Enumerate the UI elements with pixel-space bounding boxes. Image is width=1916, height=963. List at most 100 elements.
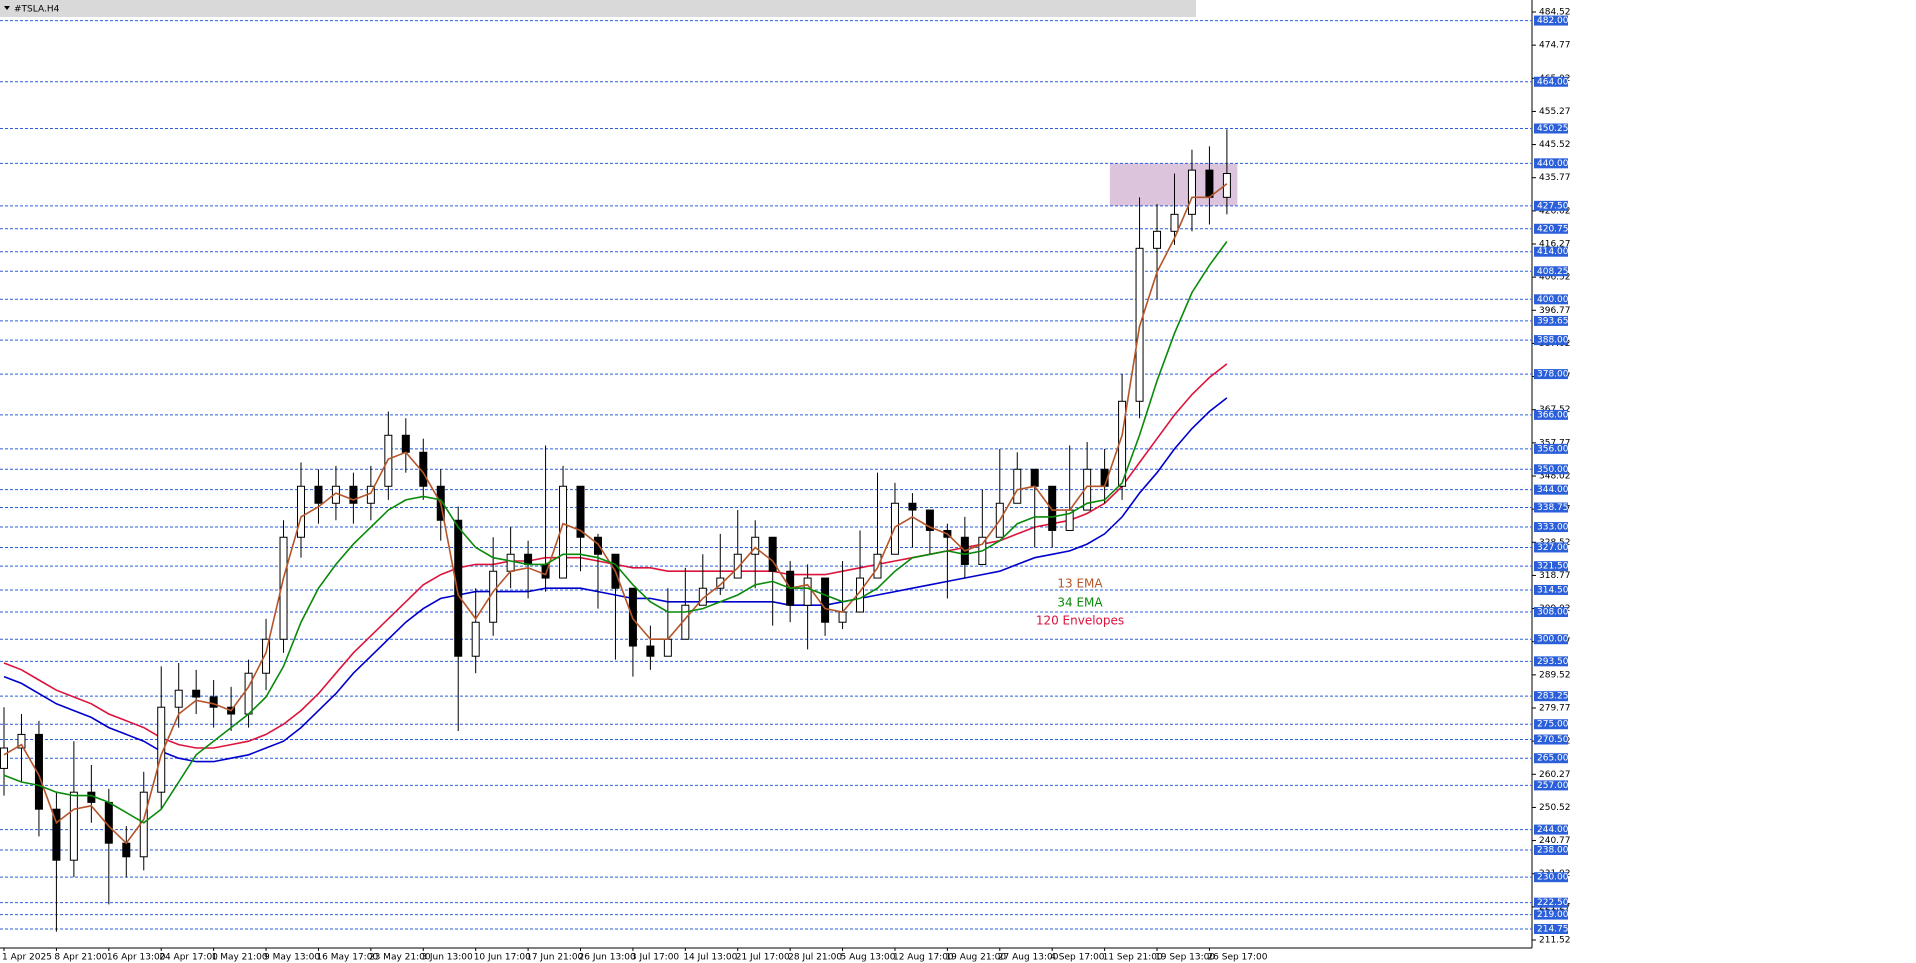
y-tick-label: 240.77 — [1539, 836, 1571, 846]
y-tick-label: 289.52 — [1539, 670, 1571, 680]
collapse-icon[interactable] — [4, 6, 10, 10]
candle-body — [1187, 169, 1196, 215]
level-label: 414.00 — [1537, 247, 1569, 257]
candle-body — [17, 733, 26, 749]
level-label-box — [1534, 872, 1568, 883]
candle-body — [1030, 468, 1039, 487]
price-zone — [1109, 163, 1238, 206]
y-tick-label: 435.77 — [1539, 173, 1571, 183]
candle-body — [454, 519, 463, 657]
level-label-box — [1534, 542, 1568, 553]
level-label-box — [1534, 158, 1568, 169]
x-tick-label: 21 Jul 17:00 — [736, 953, 790, 963]
level-label: 244.00 — [1537, 825, 1569, 835]
candle-body — [314, 485, 323, 504]
x-tick-label: 14 Jul 13:00 — [683, 953, 737, 963]
level-label-box — [1534, 443, 1568, 454]
candle-body — [1205, 169, 1214, 198]
level-label-box — [1534, 734, 1568, 745]
candle-body — [34, 733, 43, 810]
ema-line — [3, 183, 1228, 845]
candle-body — [157, 706, 166, 793]
candle-body — [139, 791, 148, 858]
y-tick-label: 318.77 — [1539, 571, 1571, 581]
x-tick-label: 16 Apr 13:00 — [107, 953, 166, 963]
level-label-box — [1534, 909, 1568, 920]
level-label: 308.00 — [1537, 608, 1569, 618]
candle-body — [52, 808, 61, 861]
candle-body — [1083, 468, 1092, 511]
candle-body — [296, 485, 305, 538]
x-tick-label: 11 Sep 21:00 — [1103, 953, 1163, 963]
level-label-box — [1534, 246, 1568, 257]
level-label-box — [1534, 294, 1568, 305]
level-label: 482.00 — [1537, 16, 1569, 26]
y-tick-label: 406.52 — [1539, 273, 1571, 283]
candle-body — [593, 536, 602, 555]
x-tick-label: 5 Aug 13:00 — [841, 953, 896, 963]
x-tick-label: 27 Aug 13:00 — [998, 953, 1059, 963]
indicator-label: 13 EMA — [1057, 577, 1103, 591]
candle-body — [349, 485, 358, 504]
level-label: 327.00 — [1537, 543, 1569, 553]
level-label: 321.50 — [1537, 562, 1569, 572]
x-tick-label: 1 May 21:00 — [212, 953, 268, 963]
candle-body — [192, 689, 201, 698]
level-label-box — [1534, 691, 1568, 702]
candle-body — [646, 645, 655, 657]
level-label-box — [1534, 315, 1568, 326]
level-label: 356.00 — [1537, 444, 1569, 454]
candle-body — [716, 577, 725, 589]
level-label: 464.00 — [1537, 77, 1569, 87]
level-label: 238.00 — [1537, 845, 1569, 855]
candle-body — [0, 747, 8, 769]
candle-body — [1048, 485, 1057, 531]
x-tick-label: 8 Apr 21:00 — [54, 953, 107, 963]
level-label-box — [1534, 522, 1568, 533]
level-label-box — [1534, 76, 1568, 87]
y-tick-label: 357.77 — [1539, 438, 1571, 448]
candle-body — [733, 553, 742, 579]
level-label-box — [1534, 15, 1568, 26]
candle-body — [1153, 230, 1162, 249]
candle-body — [838, 611, 847, 623]
candle-body — [698, 587, 707, 606]
level-label-box — [1534, 753, 1568, 764]
candle-body — [262, 638, 271, 674]
candle-body — [925, 509, 934, 531]
y-tick-label: 426.02 — [1539, 206, 1571, 216]
x-tick-label: 10 Jun 17:00 — [474, 953, 531, 963]
level-label: 420.75 — [1537, 224, 1569, 234]
level-label: 427.50 — [1537, 201, 1569, 211]
candle-body — [244, 672, 253, 715]
x-tick-label: 9 May 13:00 — [264, 953, 320, 963]
level-label-box — [1534, 824, 1568, 835]
level-label: 222.50 — [1537, 898, 1569, 908]
level-label: 265.00 — [1537, 754, 1569, 764]
chart-title: #TSLA.H4 — [14, 5, 60, 15]
candle-body — [751, 536, 760, 555]
candle-body — [401, 434, 410, 453]
x-tick-label: 4 Sep 17:00 — [1050, 953, 1105, 963]
level-label-box — [1534, 656, 1568, 667]
level-label-box — [1534, 123, 1568, 134]
y-tick-label: 474.77 — [1539, 41, 1571, 51]
candle-body — [1170, 213, 1179, 232]
level-label: 440.00 — [1537, 159, 1569, 169]
level-label: 338.75 — [1537, 503, 1569, 513]
indicator-label: 120 Envelopes — [1036, 614, 1124, 628]
x-tick-label: 3 Jun 13:00 — [421, 953, 473, 963]
candle-body — [1013, 468, 1022, 504]
candle-body — [908, 502, 917, 511]
x-tick-label: 12 Aug 17:00 — [893, 953, 954, 963]
level-label: 450.25 — [1537, 124, 1569, 134]
level-label: 283.25 — [1537, 692, 1569, 702]
candle-body — [524, 553, 533, 565]
level-label: 275.00 — [1537, 720, 1569, 730]
level-label: 314.50 — [1537, 585, 1569, 595]
level-label-box — [1534, 561, 1568, 572]
level-label-box — [1534, 409, 1568, 420]
level-label-box — [1534, 200, 1568, 211]
x-tick-label: 28 Jul 21:00 — [788, 953, 842, 963]
level-label-box — [1534, 780, 1568, 791]
